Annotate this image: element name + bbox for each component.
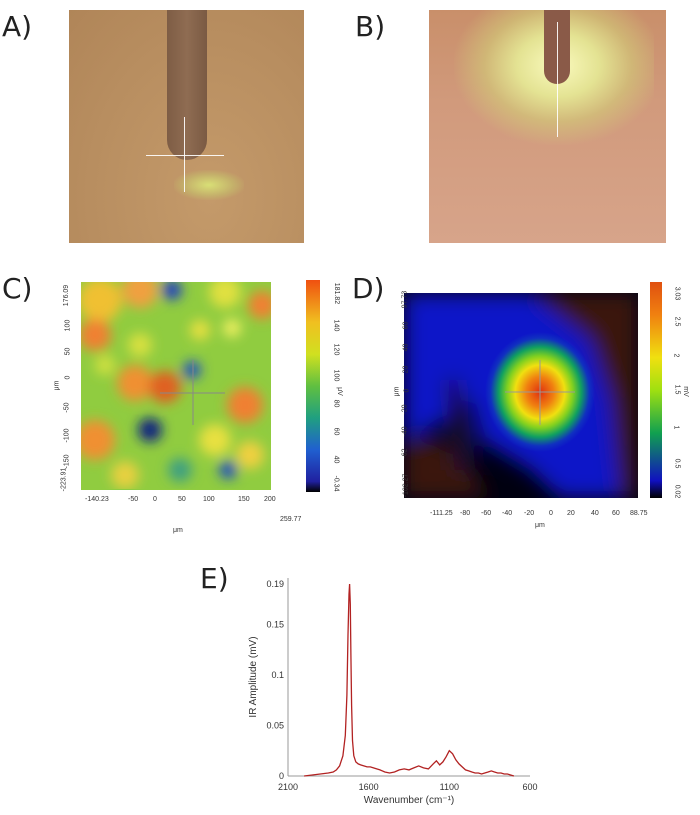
panel-label-c: C) <box>2 272 33 305</box>
tick-label: -80 <box>460 510 471 517</box>
microscope-image-a <box>69 10 304 243</box>
tick-label: -111.25 <box>430 510 453 517</box>
y-tick-label: 0.19 <box>266 579 284 589</box>
y-axis-label: IR Amplitude (mV) <box>248 636 259 717</box>
tick-label: 0 <box>549 510 553 517</box>
tick-label: -60 <box>481 510 492 517</box>
tick-label: -140.23 <box>85 496 109 503</box>
microscope-image-b <box>429 10 666 243</box>
tick-label: 200 <box>264 496 276 503</box>
tick-label: -20 <box>524 510 535 517</box>
y-tick-label: 0.05 <box>266 720 284 730</box>
tick-label: 88.75 <box>630 510 648 517</box>
tick-label: 259.77 <box>280 516 302 523</box>
tick-label: 40 <box>591 510 599 517</box>
spectrum-line <box>304 583 515 777</box>
x-tick-label: 600 <box>522 782 537 792</box>
x-tick-label: 1600 <box>359 782 379 792</box>
y-tick-label: 0.15 <box>266 619 284 629</box>
x-axis-unit: μm <box>535 522 545 529</box>
laser-spot <box>174 170 244 200</box>
panel-label-b: B) <box>355 10 386 43</box>
tick-label: 20 <box>567 510 575 517</box>
tick-label: 100 <box>203 496 215 503</box>
x-tick-label: 1100 <box>440 782 459 792</box>
y-tick-label: 0 <box>279 771 284 781</box>
tick-label: 150 <box>238 496 250 503</box>
tick-label: 50 <box>178 496 186 503</box>
panel-label-a: A) <box>2 10 33 43</box>
crosshair-vertical <box>184 117 185 192</box>
tick-label: -40 <box>502 510 513 517</box>
panel-label-d: D) <box>352 272 385 305</box>
panel-label-e: E) <box>200 562 229 595</box>
crosshair-horizontal <box>146 155 224 156</box>
tick-label: 60 <box>612 510 620 517</box>
crosshair-vertical <box>557 22 558 137</box>
x-axis-unit: μm <box>173 527 183 534</box>
x-tick-label: 2100 <box>278 782 298 792</box>
afm-probe-tip <box>167 10 207 160</box>
x-axis-label: Wavenumber (cm⁻¹) <box>364 795 454 806</box>
tick-label: 0 <box>153 496 157 503</box>
y-tick-label: 0.1 <box>271 670 284 680</box>
tick-label: -50 <box>128 496 139 503</box>
